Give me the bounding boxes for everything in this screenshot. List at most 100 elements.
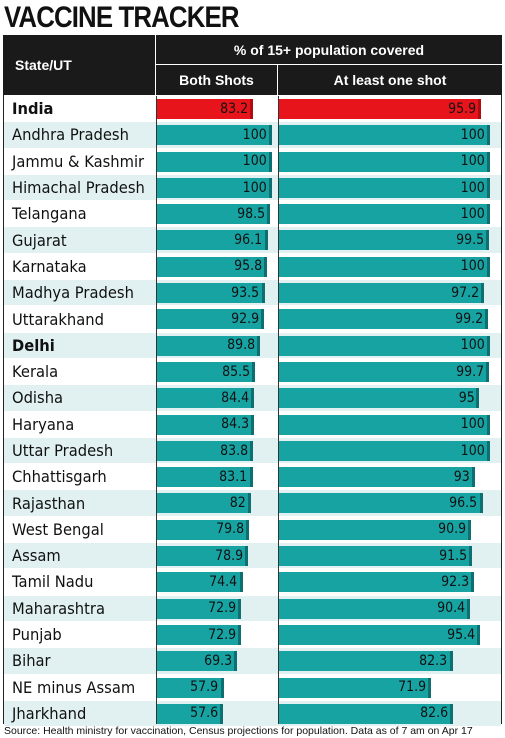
state-label: Andhra Pradesh: [12, 125, 129, 145]
state-label: Odisha: [12, 388, 64, 408]
table-row: Odisha 84.4 95: [4, 385, 501, 412]
state-label: Kerala: [12, 362, 59, 382]
both-shots-bar: [157, 546, 248, 567]
both-shots-value-label: 57.9: [190, 679, 219, 696]
one-shots-bar: [279, 204, 490, 225]
one-shots-value-label: 100: [460, 416, 485, 433]
one-shots-value-label: 95.9: [448, 100, 477, 117]
table-row: Jammu & Kashmir 100 100: [4, 148, 501, 175]
both-shots-value-label: 96.1: [234, 232, 263, 249]
both-shots-value-label: 79.8: [215, 521, 244, 538]
table-row: Punjab 72.9 95.4: [4, 621, 501, 649]
table-row: Andhra Pradesh 100 100: [4, 122, 501, 149]
one-shots-bar: [279, 703, 454, 724]
both-shots-bar: [157, 256, 268, 277]
one-shots-bar: [279, 519, 471, 540]
both-shots-value-label: 100: [242, 126, 267, 143]
one-shots-value-label: 100: [460, 179, 485, 196]
state-label: Punjab: [12, 625, 62, 645]
one-shots-bar: [279, 677, 431, 698]
both-shots-bar: [157, 99, 253, 119]
both-shots-bar: [157, 598, 241, 619]
state-label: Maharashtra: [12, 598, 105, 618]
both-shots-value-label: 69.3: [203, 652, 232, 669]
one-shots-value-label: 90.9: [437, 521, 466, 538]
table-row: Jharkhand 57.6 82.6: [4, 700, 501, 728]
state-label: Rajasthan: [12, 493, 86, 513]
both-shots-header: Both Shots: [156, 65, 278, 95]
one-shot-header: At least one shot: [278, 65, 502, 95]
state-label: West Bengal: [12, 519, 104, 539]
table-row: Karnataka 95.8 100: [4, 253, 501, 281]
one-shots-bar: [279, 151, 490, 172]
one-shots-value-label: 71.9: [397, 679, 426, 696]
one-shots-bar: [279, 335, 490, 356]
both-shots-value-label: 82: [230, 495, 247, 512]
both-shots-bar: [157, 335, 261, 356]
state-label: Bihar: [12, 651, 51, 671]
one-shots-value-label: 82.3: [419, 652, 448, 669]
both-shots-bar: [157, 519, 249, 540]
one-shots-value-label: 100: [460, 126, 485, 143]
one-shots-bar: [279, 309, 489, 330]
table-row: Assam 78.9 91.5: [4, 543, 501, 570]
one-shots-bar: [279, 467, 476, 488]
both-shots-bar: [157, 204, 271, 225]
one-shots-value-label: 99.5: [455, 232, 484, 249]
both-shots-bar: [157, 230, 268, 251]
both-shots-value-label: 98.5: [237, 205, 266, 222]
state-label: Gujarat: [12, 230, 67, 250]
one-shots-bar: [279, 283, 485, 304]
state-label: Chhattisgarh: [12, 467, 107, 487]
state-label: NE minus Assam: [12, 677, 136, 697]
state-label: Haryana: [12, 414, 75, 434]
both-shots-value-label: 72.9: [207, 600, 236, 617]
one-shots-bar: [279, 598, 470, 619]
one-shots-value-label: 82.6: [420, 705, 449, 722]
state-label: Jammu & Kashmir: [12, 151, 145, 171]
one-shots-value-label: 99.2: [455, 311, 484, 328]
one-shots-bar: [279, 414, 490, 435]
one-shots-bar: [279, 493, 483, 514]
one-shots-value-label: 91.5: [439, 547, 468, 564]
both-shots-value-label: 74.4: [209, 573, 238, 590]
both-shots-bar: [157, 677, 224, 698]
one-shots-bar: [279, 230, 489, 251]
both-shots-value-label: 93.5: [231, 284, 260, 301]
one-shots-bar: [279, 256, 490, 277]
one-shots-bar: [279, 440, 490, 461]
state-label: Delhi: [12, 335, 55, 355]
one-shots-value-label: 95.4: [447, 626, 476, 643]
both-shots-bar: [157, 572, 243, 593]
both-shots-value-label: 57.6: [190, 705, 219, 722]
both-shots-bar: [157, 151, 272, 172]
one-shots-value-label: 95: [458, 389, 475, 406]
both-shots-bar: [157, 467, 253, 488]
table-row: Madhya Pradesh 93.5 97.2: [4, 280, 501, 307]
one-shots-bar: [279, 125, 490, 146]
state-label: Karnataka: [12, 256, 87, 276]
state-label: Uttar Pradesh: [12, 441, 114, 460]
both-shots-value-label: 92.9: [230, 311, 259, 328]
both-shots-value-label: 89.8: [227, 337, 256, 354]
both-shots-value-label: 84.4: [221, 389, 250, 406]
one-shots-value-label: 100: [460, 205, 485, 222]
one-shots-value-label: 100: [460, 337, 485, 354]
state-label: Tamil Nadu: [12, 572, 94, 592]
one-shots-bar: [279, 546, 473, 567]
both-shots-bar: [157, 440, 254, 461]
state-label: Assam: [12, 546, 61, 566]
table-row: Kerala 85.5 99.7: [4, 358, 501, 386]
coverage-group-header: % of 15+ population covered: [156, 35, 502, 65]
both-shots-value-label: 95.8: [234, 258, 263, 275]
table-row: Gujarat 96.1 99.5: [4, 227, 501, 254]
column-divider-state: [156, 96, 157, 724]
both-shots-value-label: 85.5: [222, 363, 251, 380]
one-shots-value-label: 99.7: [456, 363, 485, 380]
table-body: India 83.2 95.9 Andhra Pradesh 100 100 Jammu &…: [4, 96, 501, 728]
both-shots-value-label: 84.3: [220, 416, 249, 433]
both-shots-value-label: 100: [242, 179, 267, 196]
table-row: Delhi 89.8 100: [4, 332, 501, 359]
state-label: Uttarakhand: [12, 309, 104, 329]
one-shots-bar: [279, 177, 490, 198]
